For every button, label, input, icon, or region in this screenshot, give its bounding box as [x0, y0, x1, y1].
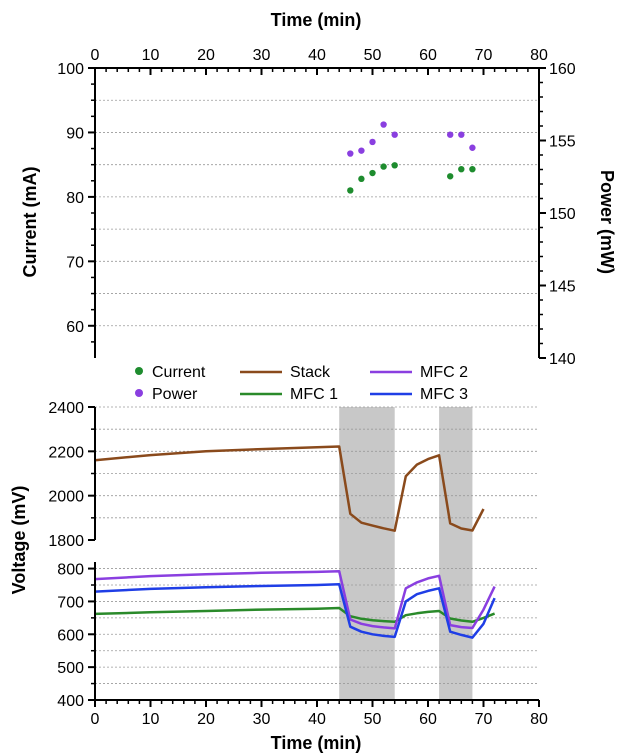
bottom-lower-y-tick-label: 600	[57, 627, 84, 644]
current-point	[458, 165, 465, 173]
bottom-legend: Stack MFC 1 MFC 2 MFC 3	[240, 364, 468, 403]
bottom-chart-shaded-regions	[339, 407, 473, 700]
mfc1-line	[94, 606, 496, 624]
top-chart-points	[347, 121, 476, 194]
top-left-y-tick-label: 60	[66, 319, 84, 336]
bottom-x-tick-label: 40	[308, 711, 326, 728]
stack-line	[94, 445, 485, 532]
current-point	[369, 169, 376, 177]
top-x-tick-label: 60	[419, 47, 437, 64]
bottom-x-tick-label: 0	[91, 711, 100, 728]
mfc3-line	[94, 583, 496, 639]
current-point	[391, 162, 398, 169]
top-x-tick-label: 40	[308, 47, 326, 64]
bottom-upper-y-tick-label: 2400	[48, 400, 84, 417]
bottom-x-tick-label: 30	[253, 711, 271, 728]
legend-current-label: Current	[152, 364, 206, 381]
shaded-region	[339, 407, 395, 700]
power-point	[447, 131, 454, 138]
top-x-tick-label: 70	[475, 47, 493, 64]
top-x-tick-label: 50	[364, 47, 382, 64]
bottom-lower-y-tick-label: 500	[57, 660, 84, 677]
bottom-x-axis-title: Time (min)	[271, 733, 362, 753]
legend-stack-label: Stack	[290, 364, 331, 381]
power-point	[369, 138, 376, 146]
mfc2-line	[94, 569, 496, 630]
power-point	[358, 147, 365, 154]
current-point	[380, 163, 387, 170]
power-point	[380, 121, 387, 128]
power-point	[458, 131, 465, 138]
bottom-chart-ticks: 1800 2000 2200 2400 400 500 600 700 800 0 10 20 30 40…	[48, 400, 548, 728]
bottom-x-tick-label: 20	[197, 711, 215, 728]
top-left-y-tick-label: 70	[66, 254, 84, 271]
bottom-chart-grid	[95, 406, 539, 684]
top-right-y-tick-label: 160	[549, 61, 576, 78]
bottom-lower-y-tick-label: 700	[57, 594, 84, 611]
legend-mfc1-label: MFC 1	[290, 386, 338, 403]
top-x-axis-title: Time (min)	[271, 10, 362, 30]
bottom-x-tick-label: 60	[419, 711, 437, 728]
bottom-x-tick-label: 80	[530, 711, 548, 728]
top-x-tick-label: 20	[197, 47, 215, 64]
top-x-tick-label: 0	[91, 47, 100, 64]
current-point	[469, 165, 476, 173]
top-right-y-tick-label: 145	[549, 279, 576, 296]
top-left-y-tick-label: 100	[57, 61, 84, 78]
legend-current-marker	[135, 367, 143, 375]
top-left-y-tick-label: 80	[66, 190, 84, 207]
power-point	[347, 150, 354, 157]
top-right-y-axis-title: Power (mW)	[597, 170, 617, 274]
bottom-x-tick-label: 70	[475, 711, 493, 728]
bottom-chart-lines	[94, 445, 496, 639]
top-legend: Current Power	[135, 364, 206, 403]
legend-mfc3-label: MFC 3	[420, 386, 468, 403]
bottom-lower-y-tick-label: 400	[57, 693, 84, 710]
bottom-x-tick-label: 50	[364, 711, 382, 728]
legend-power-label: Power	[152, 386, 198, 403]
shaded-region	[439, 407, 473, 700]
current-point	[358, 175, 365, 183]
top-chart-axes	[94, 67, 540, 358]
legend-mfc2-label: MFC 2	[420, 364, 468, 381]
current-point	[447, 173, 454, 180]
top-right-y-tick-label: 140	[549, 351, 576, 368]
top-x-tick-label: 10	[142, 47, 160, 64]
bottom-upper-y-tick-label: 2200	[48, 444, 84, 461]
bottom-lower-y-tick-label: 800	[57, 562, 84, 579]
top-left-y-axis-title: Current (mA)	[20, 166, 40, 277]
top-left-y-tick-label: 90	[66, 125, 84, 142]
top-chart-ticks: 0 10 20 30 40 50 60 70 80 60 70 80 90 100 140 145 150 155…	[57, 47, 576, 368]
legend-power-marker	[135, 389, 143, 397]
top-right-y-tick-label: 150	[549, 206, 576, 223]
bottom-upper-y-tick-label: 1800	[48, 533, 84, 550]
current-point	[347, 187, 354, 194]
power-point	[391, 131, 398, 138]
bottom-upper-y-tick-label: 2000	[48, 489, 84, 506]
top-chart-grid	[95, 99, 539, 327]
top-right-y-tick-label: 155	[549, 134, 576, 151]
bottom-x-tick-label: 10	[142, 711, 160, 728]
top-x-tick-label: 80	[530, 47, 548, 64]
power-point	[469, 144, 476, 151]
top-x-tick-label: 30	[253, 47, 271, 64]
bottom-y-axis-title: Voltage (mV)	[9, 486, 29, 595]
